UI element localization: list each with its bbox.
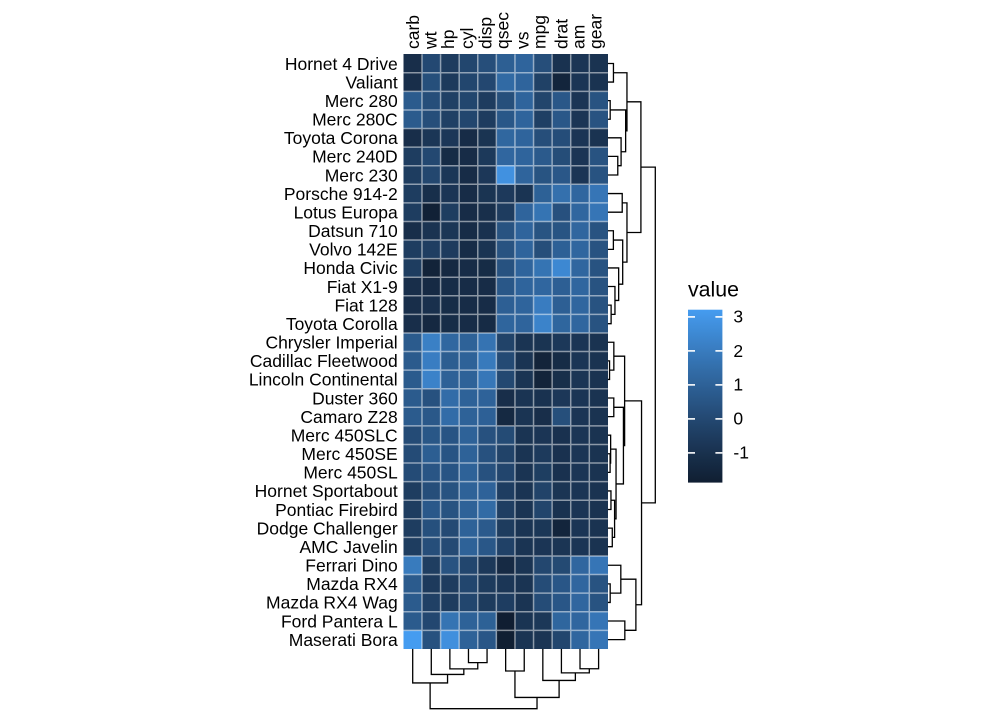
svg-text:AMC Javelin: AMC Javelin bbox=[299, 537, 397, 557]
svg-text:Merc 450SL: Merc 450SL bbox=[303, 463, 398, 483]
svg-text:Merc 450SLC: Merc 450SLC bbox=[291, 425, 398, 445]
svg-text:hp: hp bbox=[438, 30, 458, 49]
svg-text:Maserati Bora: Maserati Bora bbox=[289, 630, 398, 650]
svg-text:Merc 230: Merc 230 bbox=[325, 165, 398, 185]
svg-text:Datsun 710: Datsun 710 bbox=[308, 221, 398, 241]
svg-text:Hornet 4 Drive: Hornet 4 Drive bbox=[285, 54, 398, 74]
svg-text:wt: wt bbox=[421, 31, 441, 50]
svg-text:Camaro Z28: Camaro Z28 bbox=[300, 407, 397, 427]
svg-text:Lotus Europa: Lotus Europa bbox=[294, 202, 398, 222]
svg-text:Volvo 142E: Volvo 142E bbox=[309, 240, 398, 260]
svg-text:Toyota Corolla: Toyota Corolla bbox=[286, 314, 398, 334]
svg-text:Fiat 128: Fiat 128 bbox=[334, 295, 397, 315]
svg-text:1: 1 bbox=[733, 375, 743, 395]
svg-text:Chrysler Imperial: Chrysler Imperial bbox=[265, 333, 397, 353]
svg-text:Toyota Corona: Toyota Corona bbox=[284, 128, 398, 148]
svg-text:2: 2 bbox=[733, 341, 743, 361]
svg-text:0: 0 bbox=[733, 409, 743, 429]
svg-text:mpg: mpg bbox=[530, 15, 550, 49]
svg-text:Mazda RX4: Mazda RX4 bbox=[306, 574, 398, 594]
svg-text:Merc 280: Merc 280 bbox=[325, 91, 398, 111]
svg-text:Pontiac Firebird: Pontiac Firebird bbox=[275, 500, 398, 520]
svg-text:am: am bbox=[568, 25, 588, 49]
svg-text:-1: -1 bbox=[733, 443, 749, 463]
svg-text:Duster 360: Duster 360 bbox=[312, 388, 398, 408]
svg-text:Ferrari Dino: Ferrari Dino bbox=[305, 556, 397, 576]
svg-text:value: value bbox=[688, 277, 739, 301]
svg-text:Porsche 914-2: Porsche 914-2 bbox=[284, 184, 398, 204]
svg-text:Merc 450SE: Merc 450SE bbox=[301, 444, 397, 464]
svg-text:Fiat X1-9: Fiat X1-9 bbox=[327, 277, 398, 297]
svg-text:qsec: qsec bbox=[492, 12, 512, 49]
svg-text:Valiant: Valiant bbox=[345, 72, 397, 92]
svg-text:Merc 240D: Merc 240D bbox=[312, 147, 398, 167]
svg-text:Hornet Sportabout: Hornet Sportabout bbox=[255, 481, 398, 501]
svg-text:Dodge Challenger: Dodge Challenger bbox=[257, 518, 398, 538]
svg-text:vs: vs bbox=[513, 31, 533, 49]
svg-text:cyl: cyl bbox=[457, 28, 477, 49]
svg-text:Ford Pantera L: Ford Pantera L bbox=[281, 611, 398, 631]
svg-text:drat: drat bbox=[552, 19, 572, 49]
svg-text:3: 3 bbox=[733, 307, 743, 327]
svg-text:carb: carb bbox=[403, 15, 423, 49]
svg-text:gear: gear bbox=[585, 14, 605, 49]
svg-text:Honda Civic: Honda Civic bbox=[303, 258, 398, 278]
svg-text:Lincoln Continental: Lincoln Continental bbox=[249, 370, 398, 390]
svg-text:Mazda RX4 Wag: Mazda RX4 Wag bbox=[266, 593, 398, 613]
svg-text:Cadillac Fleetwood: Cadillac Fleetwood bbox=[250, 351, 398, 371]
svg-text:Merc 280C: Merc 280C bbox=[312, 110, 398, 130]
svg-text:disp: disp bbox=[475, 17, 495, 49]
